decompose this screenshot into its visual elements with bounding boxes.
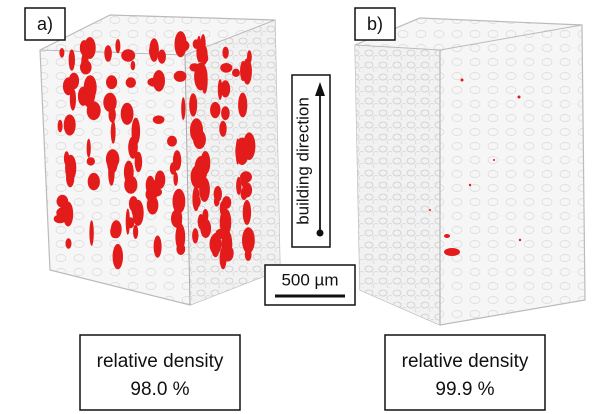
- pore: [63, 202, 73, 227]
- pore: [153, 70, 165, 92]
- pore: [132, 118, 141, 146]
- pore: [111, 220, 122, 238]
- pore: [64, 151, 69, 165]
- pore: [222, 196, 231, 209]
- direction-label: building direction: [293, 97, 312, 225]
- pore: [238, 93, 247, 118]
- pore: [232, 69, 240, 77]
- cube-a: [40, 15, 280, 305]
- pore: [189, 93, 197, 116]
- pore: [220, 247, 227, 270]
- pore: [173, 172, 178, 186]
- pore: [59, 48, 64, 58]
- pore: [199, 177, 210, 202]
- pore: [243, 132, 255, 160]
- pore: [66, 238, 72, 249]
- pore: [210, 102, 220, 118]
- arrow-tail: [317, 230, 324, 237]
- cube-b: [355, 18, 585, 325]
- pore: [247, 50, 252, 63]
- pore: [80, 40, 89, 56]
- pore: [158, 50, 166, 64]
- pore: [69, 49, 75, 70]
- pore: [214, 196, 220, 207]
- pore: [173, 150, 181, 170]
- pore: [121, 103, 134, 125]
- pore: [175, 223, 185, 250]
- pore: [80, 60, 92, 74]
- pore: [154, 236, 162, 258]
- pore: [65, 119, 74, 129]
- pore: [87, 139, 91, 158]
- pore: [153, 115, 165, 124]
- pore: [153, 180, 158, 191]
- density-value: 98.0 %: [130, 379, 189, 400]
- pore: [194, 63, 207, 91]
- pore: [115, 39, 120, 53]
- pore: [149, 38, 159, 62]
- pore: [216, 229, 227, 239]
- pore: [124, 161, 134, 184]
- scale-label: 500 µm: [281, 270, 338, 289]
- pore: [219, 121, 226, 137]
- pore: [167, 136, 177, 147]
- pore: [192, 228, 198, 243]
- pore: [87, 101, 101, 120]
- pore: [88, 173, 100, 190]
- pore: [106, 75, 117, 89]
- pore: [245, 249, 252, 261]
- pore: [221, 106, 230, 120]
- pore: [111, 120, 116, 143]
- panel-label: b): [367, 14, 383, 34]
- pore: [109, 107, 116, 123]
- pore: [190, 118, 203, 142]
- pore: [107, 154, 117, 173]
- pore: [241, 175, 247, 188]
- pore: [220, 63, 232, 73]
- pore: [203, 54, 209, 63]
- pore: [126, 209, 130, 235]
- pore: [69, 73, 79, 90]
- pore: [113, 244, 123, 269]
- pore: [131, 61, 136, 71]
- pore: [240, 61, 246, 81]
- pore: [104, 45, 112, 62]
- pore: [87, 157, 95, 165]
- pore: [126, 77, 136, 88]
- pore: [192, 186, 199, 211]
- pore: [58, 120, 63, 133]
- pore: [218, 79, 223, 100]
- pore: [222, 47, 228, 59]
- pore: [200, 219, 211, 238]
- pore: [181, 97, 185, 120]
- pore: [133, 225, 138, 239]
- pore: [201, 34, 206, 54]
- figure: a) b) building direction 500 µm relative…: [0, 0, 602, 414]
- pore: [129, 196, 138, 212]
- pore: [174, 71, 187, 82]
- pore: [243, 200, 251, 225]
- density-label: relative density: [402, 351, 529, 372]
- panel-label: a): [37, 14, 53, 34]
- pore: [89, 220, 93, 246]
- pore: [121, 49, 135, 61]
- pore: [84, 75, 97, 99]
- pore: [66, 168, 74, 187]
- density-label: relative density: [97, 351, 224, 372]
- density-value: 99.9 %: [435, 379, 494, 400]
- pore: [175, 31, 187, 57]
